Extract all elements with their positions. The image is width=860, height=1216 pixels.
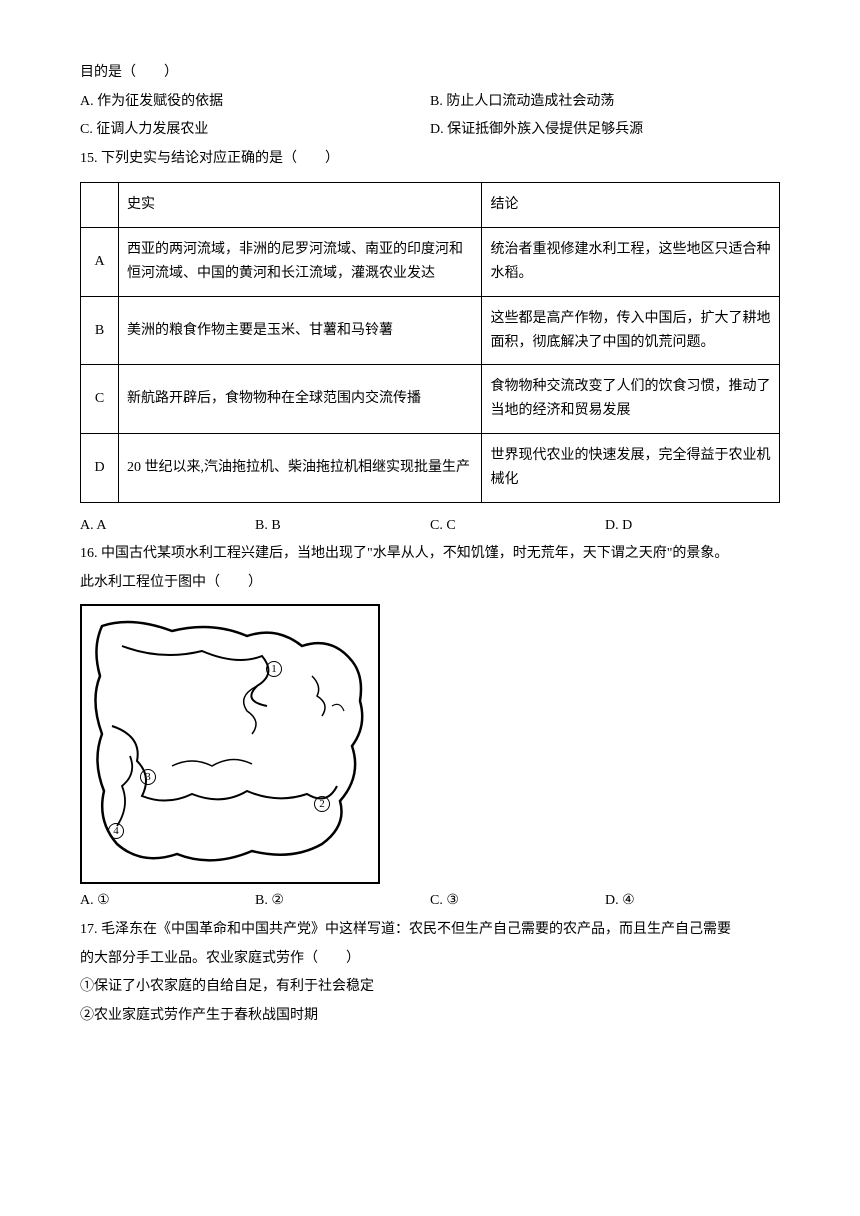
- marker-3: 3: [140, 764, 156, 789]
- row-b-fact: 美洲的粮食作物主要是玉米、甘薯和马铃薯: [119, 296, 482, 365]
- row-d-key: D: [81, 433, 119, 502]
- q17-s1: ①保证了小农家庭的自给自足，有利于社会稳定: [80, 974, 780, 1001]
- q17-stem-2: 的大部分手工业品。农业家庭式劳作（ ）: [80, 946, 780, 973]
- q17-stem-1: 17. 毛泽东在《中国革命和中国共产党》中这样写道：农民不但生产自己需要的农产品…: [80, 917, 780, 944]
- row-d-fact: 20 世纪以来,汽油拖拉机、柴油拖拉机相继实现批量生产: [119, 433, 482, 502]
- map-image: 1 2 3 4: [80, 604, 380, 884]
- row-d-concl: 世界现代农业的快速发展，完全得益于农业机械化: [482, 433, 780, 502]
- q16-opt-d[interactable]: D. ④: [605, 888, 780, 915]
- q16-opt-c[interactable]: C. ③: [430, 888, 605, 915]
- marker-4: 4: [108, 818, 124, 843]
- q14-opt-a[interactable]: A. 作为征发赋役的依据: [80, 89, 430, 116]
- row-c-fact: 新航路开辟后，食物物种在全球范围内交流传播: [119, 365, 482, 434]
- q15-opt-b[interactable]: B. B: [255, 513, 430, 540]
- q16-stem-2: 此水利工程位于图中（ ）: [80, 570, 780, 597]
- table-row: C 新航路开辟后，食物物种在全球范围内交流传播 食物物种交流改变了人们的饮食习惯…: [81, 365, 780, 434]
- table-header-concl: 结论: [482, 183, 780, 228]
- row-a-concl: 统治者重视修建水利工程，这些地区只适合种水稻。: [482, 228, 780, 297]
- q15-opt-a[interactable]: A. A: [80, 513, 255, 540]
- q17-s2: ②农业家庭式劳作产生于春秋战国时期: [80, 1003, 780, 1030]
- marker-2: 2: [314, 791, 330, 816]
- q15-table: 史实 结论 A 西亚的两河流域，非洲的尼罗河流域、南亚的印度河和恒河流域、中国的…: [80, 182, 780, 502]
- q16-stem-1: 16. 中国古代某项水利工程兴建后，当地出现了"水旱从人，不知饥馑，时无荒年，天…: [80, 541, 780, 568]
- row-c-concl: 食物物种交流改变了人们的饮食习惯，推动了当地的经济和贸易发展: [482, 365, 780, 434]
- q16-opt-b[interactable]: B. ②: [255, 888, 430, 915]
- q16-opt-a[interactable]: A. ①: [80, 888, 255, 915]
- row-a-fact: 西亚的两河流域，非洲的尼罗河流域、南亚的印度河和恒河流域、中国的黄河和长江流域，…: [119, 228, 482, 297]
- q14-opt-d[interactable]: D. 保证抵御外族入侵提供足够兵源: [430, 117, 780, 144]
- q14-opt-c[interactable]: C. 征调人力发展农业: [80, 117, 430, 144]
- table-header-blank: [81, 183, 119, 228]
- map-svg: [82, 606, 382, 886]
- table-row: B 美洲的粮食作物主要是玉米、甘薯和马铃薯 这些都是高产作物，传入中国后，扩大了…: [81, 296, 780, 365]
- table-header-fact: 史实: [119, 183, 482, 228]
- q15-stem: 15. 下列史实与结论对应正确的是（ ）: [80, 146, 780, 173]
- row-a-key: A: [81, 228, 119, 297]
- row-b-concl: 这些都是高产作物，传入中国后，扩大了耕地面积，彻底解决了中国的饥荒问题。: [482, 296, 780, 365]
- row-c-key: C: [81, 365, 119, 434]
- q15-opt-d[interactable]: D. D: [605, 513, 780, 540]
- table-row: A 西亚的两河流域，非洲的尼罗河流域、南亚的印度河和恒河流域、中国的黄河和长江流…: [81, 228, 780, 297]
- row-b-key: B: [81, 296, 119, 365]
- q14-stem: 目的是（ ）: [80, 60, 780, 87]
- marker-1: 1: [266, 656, 282, 681]
- q14-opt-b[interactable]: B. 防止人口流动造成社会动荡: [430, 89, 780, 116]
- q15-opt-c[interactable]: C. C: [430, 513, 605, 540]
- table-row: D 20 世纪以来,汽油拖拉机、柴油拖拉机相继实现批量生产 世界现代农业的快速发…: [81, 433, 780, 502]
